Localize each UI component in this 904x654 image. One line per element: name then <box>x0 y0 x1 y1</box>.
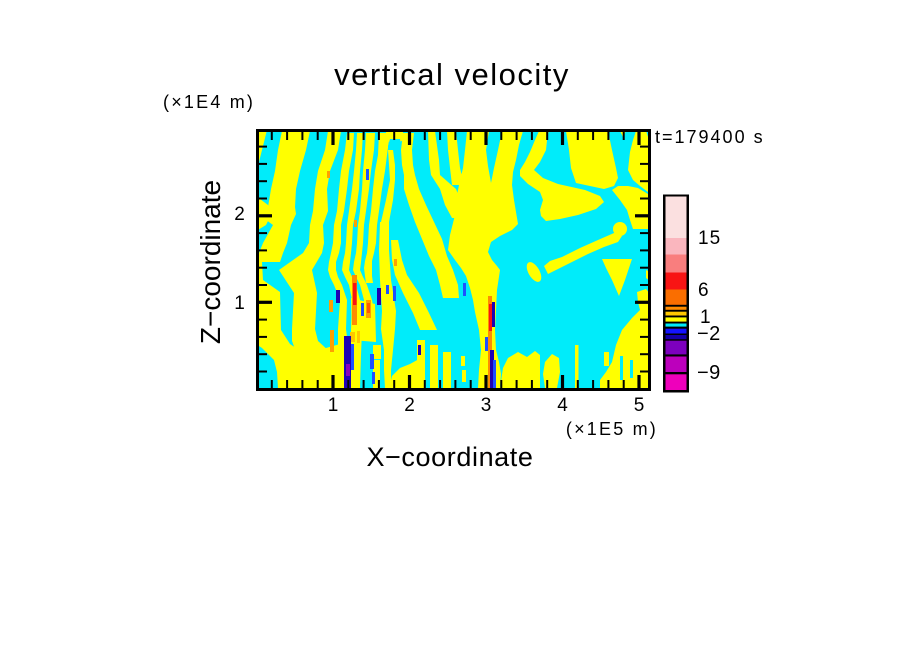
svg-text:t=179400 s: t=179400 s <box>655 127 765 147</box>
svg-text:(×1E5 m): (×1E5 m) <box>566 419 658 439</box>
svg-text:5: 5 <box>634 395 645 416</box>
svg-text:1: 1 <box>234 293 245 314</box>
svg-text:15: 15 <box>698 228 721 249</box>
svg-text:Z−coordinate: Z−coordinate <box>195 180 226 344</box>
svg-text:4: 4 <box>557 395 568 416</box>
svg-text:3: 3 <box>481 395 492 416</box>
svg-text:−2: −2 <box>697 323 721 345</box>
svg-text:(×1E4 m): (×1E4 m) <box>163 92 255 112</box>
svg-text:2: 2 <box>234 204 245 225</box>
svg-text:6: 6 <box>698 280 709 301</box>
svg-text:vertical velocity: vertical velocity <box>334 57 570 92</box>
svg-text:−9: −9 <box>697 362 721 384</box>
svg-text:2: 2 <box>404 395 415 416</box>
svg-text:1: 1 <box>700 307 711 328</box>
svg-text:1: 1 <box>328 395 339 416</box>
svg-text:X−coordinate: X−coordinate <box>366 442 533 472</box>
